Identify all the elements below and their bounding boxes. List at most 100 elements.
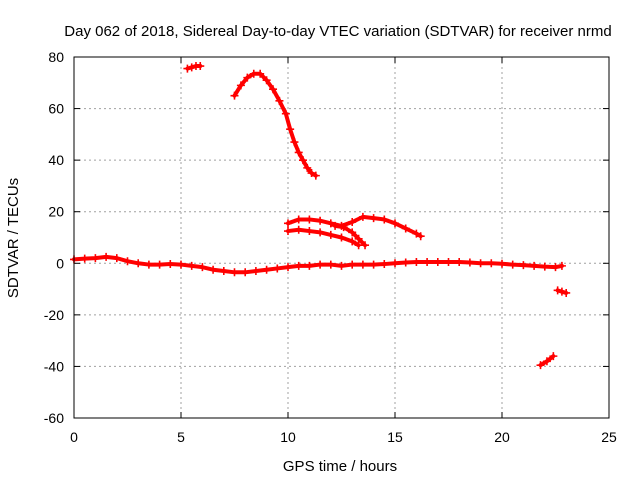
data-point bbox=[269, 85, 278, 94]
data-point bbox=[380, 215, 389, 224]
series-drop-band bbox=[331, 221, 370, 250]
data-point bbox=[177, 260, 185, 269]
data-point bbox=[183, 64, 192, 73]
data-point bbox=[305, 261, 314, 270]
data-point bbox=[557, 261, 566, 270]
data-point bbox=[530, 261, 539, 270]
data-point bbox=[487, 259, 496, 268]
y-tick-label: 80 bbox=[48, 49, 64, 65]
data-point bbox=[391, 219, 399, 228]
data-point bbox=[337, 233, 346, 242]
x-axis-label: GPS time / hours bbox=[283, 458, 397, 475]
data-point bbox=[294, 261, 303, 270]
chart-title: Day 062 of 2018, Sidereal Day-to-day VTE… bbox=[64, 23, 611, 40]
data-point bbox=[542, 357, 551, 366]
data-point bbox=[369, 260, 378, 269]
data-point bbox=[433, 257, 442, 266]
data-point bbox=[243, 73, 252, 82]
data-point bbox=[262, 76, 271, 85]
data-point bbox=[361, 241, 370, 250]
data-point bbox=[307, 169, 316, 178]
series-arc-high bbox=[230, 69, 320, 180]
data-point bbox=[401, 224, 410, 233]
y-axis-label: SDTVAR / TECUs bbox=[5, 178, 22, 298]
data-point bbox=[348, 228, 357, 237]
data-point bbox=[557, 287, 566, 296]
data-point bbox=[331, 221, 340, 230]
series-late-low bbox=[536, 352, 558, 370]
data-points bbox=[70, 62, 571, 370]
y-tick-label: 60 bbox=[48, 101, 64, 117]
data-point bbox=[358, 260, 367, 269]
data-point bbox=[412, 257, 421, 266]
data-point bbox=[305, 227, 314, 236]
data-point bbox=[284, 227, 292, 236]
data-point bbox=[391, 259, 399, 268]
data-point bbox=[166, 260, 175, 269]
y-tick-label: 40 bbox=[48, 152, 64, 168]
data-point bbox=[423, 257, 432, 266]
plot-frame bbox=[73, 56, 610, 419]
x-tick-label: 0 bbox=[70, 429, 78, 445]
data-point bbox=[251, 267, 260, 276]
data-point bbox=[553, 286, 562, 295]
data-point bbox=[209, 265, 218, 274]
tick-labels: 0 5 10 15 20 25 -60 -40 -20 0 20 40 60 80 bbox=[44, 49, 617, 445]
series-late-mid bbox=[553, 286, 571, 297]
data-point bbox=[348, 237, 357, 246]
data-point bbox=[354, 234, 363, 243]
data-point bbox=[198, 263, 207, 272]
data-point bbox=[256, 69, 265, 78]
data-point bbox=[112, 254, 121, 263]
series-baseline bbox=[70, 252, 566, 277]
data-point bbox=[536, 361, 545, 370]
x-tick-label: 10 bbox=[280, 429, 296, 445]
data-point bbox=[416, 232, 425, 241]
data-point bbox=[316, 216, 325, 225]
data-point bbox=[241, 268, 250, 277]
data-point bbox=[286, 125, 295, 134]
data-point bbox=[305, 215, 314, 224]
data-point bbox=[519, 261, 528, 270]
data-point bbox=[303, 163, 312, 172]
data-point bbox=[316, 228, 325, 237]
data-point bbox=[275, 96, 284, 105]
data-point bbox=[236, 81, 245, 90]
data-point bbox=[540, 262, 549, 271]
data-point bbox=[369, 214, 378, 223]
x-tick-label: 20 bbox=[494, 429, 510, 445]
data-point bbox=[316, 260, 325, 269]
data-point bbox=[155, 260, 164, 269]
data-point bbox=[311, 171, 320, 180]
series-segment-5h bbox=[183, 62, 205, 73]
data-point bbox=[91, 254, 100, 263]
data-point bbox=[380, 260, 389, 269]
data-point bbox=[196, 62, 205, 71]
x-tick-label: 25 bbox=[601, 429, 617, 445]
data-point bbox=[326, 219, 335, 228]
y-tick-label: -40 bbox=[44, 358, 64, 374]
data-point bbox=[134, 259, 143, 268]
y-tick-label: -60 bbox=[44, 410, 64, 426]
data-point bbox=[348, 260, 357, 269]
data-point bbox=[326, 260, 335, 269]
x-tick-label: 5 bbox=[177, 429, 185, 445]
series-mid-band bbox=[284, 225, 363, 250]
x-tick-label: 15 bbox=[387, 429, 403, 445]
data-point bbox=[230, 91, 239, 100]
data-point bbox=[339, 223, 348, 232]
data-point bbox=[294, 225, 303, 234]
data-point bbox=[187, 261, 196, 270]
y-tick-label: 20 bbox=[48, 204, 64, 220]
data-point bbox=[549, 352, 558, 361]
data-point bbox=[551, 263, 560, 272]
data-point bbox=[337, 261, 346, 270]
data-point bbox=[102, 252, 111, 261]
data-point bbox=[358, 212, 367, 221]
data-point bbox=[465, 258, 474, 267]
data-point bbox=[281, 109, 290, 118]
y-tick-label: 0 bbox=[56, 255, 64, 271]
data-point bbox=[298, 156, 307, 165]
data-point bbox=[401, 258, 410, 267]
series-trace bbox=[232, 71, 318, 178]
